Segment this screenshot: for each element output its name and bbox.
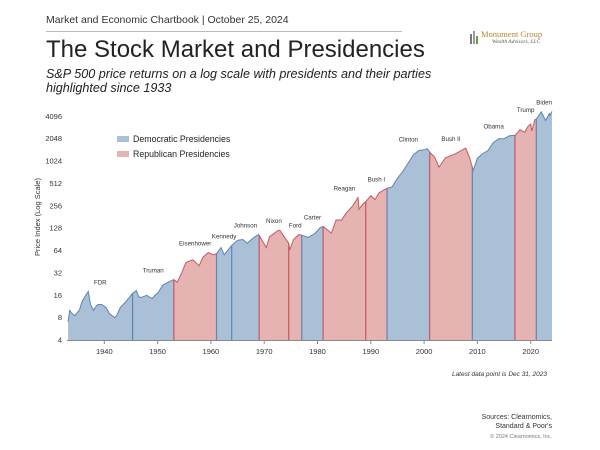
band-ford bbox=[288, 234, 302, 340]
y-tick-label: 2048 bbox=[45, 134, 62, 143]
president-label-fdr: FDR bbox=[94, 279, 107, 286]
president-label-carter: Carter bbox=[304, 214, 321, 221]
series-line-fdr bbox=[67, 290, 133, 322]
x-tick-label: 2010 bbox=[469, 347, 486, 356]
x-tick-label: 1970 bbox=[256, 347, 273, 356]
band-carter bbox=[301, 226, 324, 340]
legend-swatch bbox=[117, 151, 129, 157]
president-label-bush-i: Bush I bbox=[368, 176, 386, 183]
sources-line-2: Standard & Poor's bbox=[495, 423, 552, 430]
president-label-johnson: Johnson bbox=[234, 223, 258, 230]
series-line-bush-ii bbox=[429, 147, 473, 169]
x-tick-label: 2020 bbox=[522, 347, 539, 356]
legend-label: Democratic Presidencies bbox=[133, 134, 231, 144]
president-label-clinton: Clinton bbox=[399, 137, 419, 144]
band-fdr bbox=[68, 291, 133, 340]
band-kennedy bbox=[216, 245, 232, 340]
x-tick-label: 1990 bbox=[362, 347, 379, 356]
chart-subtitle: S&P 500 price returns on a log scale wit… bbox=[46, 67, 432, 95]
y-tick-label: 512 bbox=[49, 179, 62, 188]
y-axis-label: Price Index (Log Scale) bbox=[33, 178, 42, 256]
series-line-clinton bbox=[386, 148, 431, 189]
logo-mark-icon bbox=[470, 31, 478, 44]
band-obama bbox=[472, 135, 515, 340]
sources-note: Sources: Clearnomics, Standard & Poor's bbox=[482, 413, 552, 431]
band-clinton bbox=[387, 148, 430, 340]
series-line-ford bbox=[288, 234, 302, 251]
x-axis: 1940 1950 1960 1970 1980 1990 2000 2010 2020 bbox=[67, 340, 552, 356]
logo-tagline: Wealth Advisors, LLC bbox=[492, 39, 541, 45]
band-eisenhower bbox=[173, 252, 217, 340]
x-tick-label: 1960 bbox=[203, 347, 220, 356]
x-tick-label: 1950 bbox=[149, 347, 166, 356]
band-nixon bbox=[259, 230, 289, 340]
brand-logo: Monument Group Wealth Advisors, LLC bbox=[470, 28, 560, 48]
y-tick-label: 128 bbox=[49, 224, 62, 233]
band-trump bbox=[515, 119, 537, 340]
legend-swatch bbox=[117, 136, 129, 142]
y-tick-label: 4 bbox=[58, 336, 62, 345]
president-label-truman: Truman bbox=[143, 268, 165, 275]
president-label-biden: Biden bbox=[536, 99, 552, 106]
y-tick-label: 64 bbox=[54, 246, 62, 255]
latest-data-footnote: Latest data point is Dec 31, 2023 bbox=[451, 371, 547, 378]
president-label-trump: Trump bbox=[517, 107, 535, 114]
series-line-bush-i bbox=[365, 187, 388, 203]
logo-name: Monument Group bbox=[481, 29, 543, 39]
y-tick-label: 1024 bbox=[45, 157, 62, 166]
y-tick-label: 4096 bbox=[45, 112, 62, 121]
copyright-note: © 2024 Clearnomics, Inc. bbox=[490, 434, 552, 440]
series-line-trump bbox=[514, 118, 537, 136]
legend: Democratic Presidencies Republican Presid… bbox=[117, 134, 231, 159]
chart-title: The Stock Market and Presidencies bbox=[46, 36, 425, 63]
series-line-truman bbox=[132, 279, 174, 300]
x-tick-label: 2000 bbox=[416, 347, 433, 356]
y-tick-label: 256 bbox=[49, 201, 62, 210]
band-bush-ii bbox=[429, 148, 473, 340]
header-divider bbox=[46, 31, 402, 32]
president-label-ford: Ford bbox=[289, 223, 302, 230]
y-axis: 4 8 16 32 64 128 256 512 1024 2048 4096 bbox=[45, 112, 62, 345]
band-truman bbox=[132, 279, 174, 340]
band-johnson bbox=[231, 234, 260, 340]
president-label-nixon: Nixon bbox=[266, 218, 282, 225]
president-label-bush-ii: Bush II bbox=[441, 136, 461, 143]
band-reagan bbox=[323, 197, 366, 340]
series-line-reagan bbox=[322, 196, 367, 234]
president-label-eisenhower: Eisenhower bbox=[179, 241, 211, 248]
presidency-bands bbox=[67, 110, 553, 341]
series-line-eisenhower bbox=[173, 252, 217, 283]
series-line-johnson bbox=[231, 233, 260, 246]
president-label-kennedy: Kennedy bbox=[212, 233, 237, 240]
y-tick-label: 32 bbox=[54, 268, 62, 277]
y-tick-label: 8 bbox=[58, 313, 62, 322]
x-tick-label: 1940 bbox=[96, 347, 113, 356]
series-line-carter bbox=[301, 225, 324, 238]
band-bush-i bbox=[365, 188, 387, 340]
legend-label: Republican Presidencies bbox=[133, 149, 230, 159]
x-tick-label: 1980 bbox=[309, 347, 326, 356]
series-line-biden bbox=[535, 110, 553, 122]
y-tick-label: 16 bbox=[54, 291, 62, 300]
series-line-kennedy bbox=[216, 245, 233, 256]
president-label-reagan: Reagan bbox=[334, 186, 356, 193]
series-line-obama bbox=[471, 134, 515, 173]
president-label-obama: Obama bbox=[483, 123, 504, 130]
chartbook-header: Market and Economic Chartbook | October … bbox=[46, 14, 289, 26]
series-line-nixon bbox=[258, 229, 290, 249]
sources-line-1: Sources: Clearnomics, bbox=[481, 414, 552, 421]
band-biden bbox=[536, 111, 552, 341]
